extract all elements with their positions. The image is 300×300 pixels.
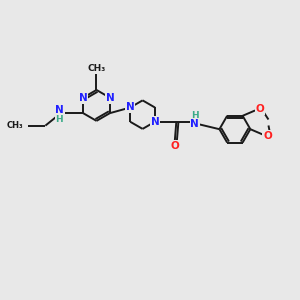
Text: N: N — [151, 117, 159, 127]
Text: H: H — [56, 115, 63, 124]
Text: H: H — [191, 111, 199, 120]
Text: O: O — [170, 141, 179, 151]
Text: O: O — [256, 104, 264, 114]
Text: N: N — [126, 103, 135, 112]
Text: CH₃: CH₃ — [7, 121, 24, 130]
Text: N: N — [55, 105, 64, 115]
Text: N: N — [106, 93, 114, 103]
Text: CH₃: CH₃ — [87, 64, 106, 73]
Text: N: N — [79, 93, 88, 103]
Text: O: O — [263, 131, 272, 141]
Text: N: N — [190, 119, 199, 129]
